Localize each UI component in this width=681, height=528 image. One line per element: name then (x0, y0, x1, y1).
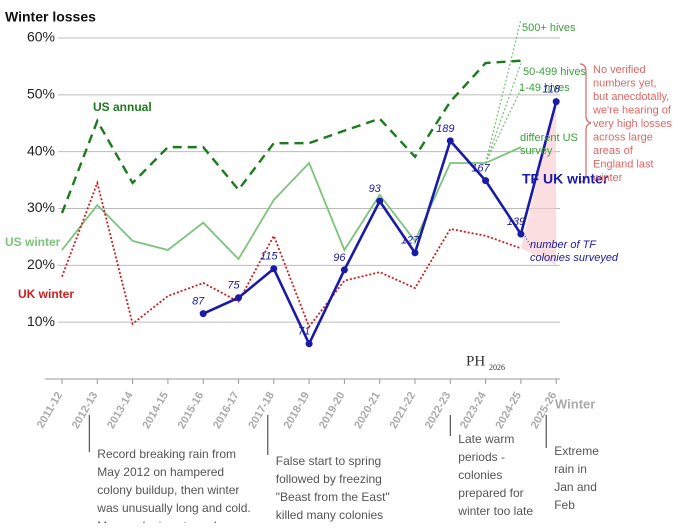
note-text: killed many colonies (276, 508, 383, 522)
x-tick-label: 2013-14 (105, 389, 136, 431)
point (270, 265, 278, 273)
note-text: periods - (458, 450, 505, 464)
x-tick-label: 2014-15 (140, 390, 171, 431)
note-text: winter too late (457, 504, 533, 518)
x-tick-label: 2020-21 (352, 390, 383, 431)
sample-size-label: 75 (227, 280, 240, 292)
annotation: England last (593, 158, 654, 170)
y-tick-label: 30% (27, 199, 55, 215)
x-tick-label: 2016-17 (211, 390, 242, 431)
x-tick-label: 2024-25 (493, 390, 524, 431)
note-text: Record breaking rain from (97, 447, 236, 461)
sample-size-label: 118 (542, 84, 560, 96)
annotation: winter (592, 172, 623, 184)
fan-line (484, 19, 522, 164)
annotation: No verified (593, 64, 646, 76)
note-text: rain in (554, 462, 587, 476)
y-tick-label: 20% (27, 256, 55, 272)
note-text: was unusually long and cold. (96, 501, 250, 515)
sample-size-label: 139 (507, 216, 525, 228)
sample-size-label: 71 (298, 326, 310, 338)
point (517, 230, 525, 238)
point (411, 249, 419, 257)
chart-title: Winter losses (5, 9, 96, 25)
annotation: very high losses (593, 118, 672, 130)
annotation: numbers yet, (593, 77, 657, 89)
annotation: number of TF (530, 239, 597, 251)
series-line (202, 101, 558, 347)
x-tick-label: 2022-23 (423, 390, 454, 431)
series-line (61, 146, 522, 261)
note-text: prepared for (458, 486, 523, 500)
point (482, 177, 490, 185)
x-tick-label: 2015-16 (176, 390, 207, 431)
sample-size-label: 127 (401, 235, 420, 247)
y-tick-label: 60% (27, 29, 55, 45)
fan-label: 50-499 hives (523, 66, 586, 78)
annotation: colonies surveyed (530, 252, 619, 264)
point (235, 294, 242, 302)
point (199, 310, 207, 318)
brace (579, 63, 592, 183)
note-text: colony buildup, then winter (97, 483, 239, 497)
annotation: survey (520, 145, 553, 157)
series-line (61, 179, 522, 329)
series-label: TF UK winter (522, 171, 609, 187)
series-label: US annual (93, 100, 152, 114)
fan-line (484, 63, 522, 164)
series-line (60, 59, 521, 214)
x-axis-label: Winter (555, 396, 595, 411)
x-tick-label: 2018-19 (282, 390, 313, 431)
signature-text: PH (466, 353, 485, 369)
note-text: Feb (554, 498, 575, 512)
x-tick-label: 2021-22 (388, 390, 419, 431)
note-text: False start to spring (276, 454, 381, 468)
sample-size-label: 189 (436, 123, 454, 135)
note-text: Extreme (554, 444, 599, 458)
fan-line (485, 88, 522, 164)
x-tick-label: 2017-18 (246, 390, 277, 431)
signature: PH 2026 (466, 353, 505, 371)
point (552, 98, 560, 106)
point (376, 197, 384, 205)
y-tick-label: 40% (27, 142, 55, 158)
annotation: but anecdotally, (593, 91, 669, 103)
estimate-range (520, 100, 557, 266)
annotation: across large (593, 131, 653, 143)
x-tick-label: 2023-24 (458, 389, 489, 431)
series-label: US winter (5, 235, 61, 249)
x-tick-label: 2019-20 (317, 390, 348, 431)
point (446, 137, 454, 145)
note-text: "Beast from the East" (276, 490, 390, 504)
note-text: followed by freezing (276, 472, 382, 486)
note-text: Late warm (458, 432, 514, 446)
x-tick-label: 2011-12 (35, 390, 65, 430)
fan-label: 500+ hives (522, 22, 576, 34)
sample-size-label: 115 (260, 251, 278, 263)
x-tick-label: 2012-13 (70, 390, 101, 431)
sample-size-label: 93 (369, 183, 382, 195)
note-text: Many colonies starved. (97, 519, 220, 523)
annotation: areas of (593, 145, 634, 157)
sample-size-label: 96 (333, 252, 346, 264)
y-tick-label: 50% (27, 86, 55, 102)
sample-size-label: 167 (471, 163, 490, 175)
fan-label: 1-49 hives (519, 82, 570, 94)
series-label: UK winter (18, 287, 74, 301)
annotation: we're hearing of (592, 104, 672, 116)
annotation: different US (520, 132, 578, 144)
note-text: colonies (458, 468, 502, 482)
note-text: Jan and (554, 480, 597, 494)
signature-year: 2026 (489, 363, 505, 372)
sample-size-label: 87 (192, 296, 205, 308)
point (305, 340, 313, 348)
point (340, 266, 348, 274)
note-text: May 2012 on hampered (97, 465, 224, 479)
y-tick-label: 10% (27, 313, 55, 329)
